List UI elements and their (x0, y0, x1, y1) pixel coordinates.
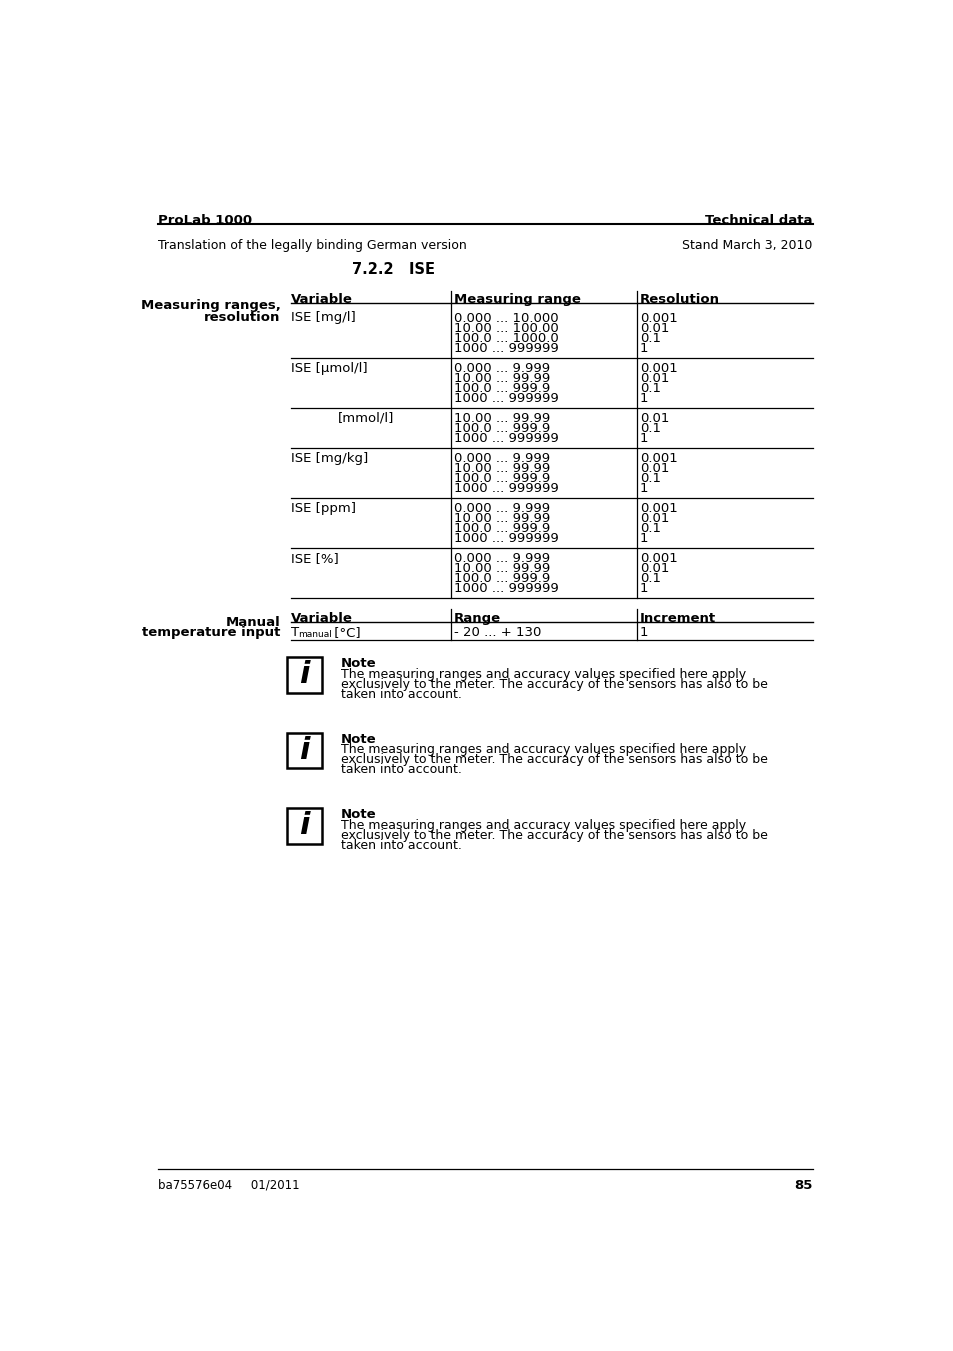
Text: The measuring ranges and accuracy values specified here apply: The measuring ranges and accuracy values… (340, 667, 745, 681)
Text: 10.00 ... 99.99: 10.00 ... 99.99 (454, 372, 550, 385)
Text: Note: Note (340, 808, 376, 821)
Text: [°C]: [°C] (330, 627, 360, 639)
Text: - 20 ... + 130: - 20 ... + 130 (454, 627, 541, 639)
Text: The measuring ranges and accuracy values specified here apply: The measuring ranges and accuracy values… (340, 743, 745, 757)
Text: 0.000 ... 10.000: 0.000 ... 10.000 (454, 312, 558, 324)
Text: 100.0 ... 999.9: 100.0 ... 999.9 (454, 422, 550, 435)
Text: 0.000 ... 9.999: 0.000 ... 9.999 (454, 362, 550, 374)
Text: 0.000 ... 9.999: 0.000 ... 9.999 (454, 451, 550, 465)
Bar (286, 808, 322, 843)
Text: 1000 ... 999999: 1000 ... 999999 (454, 431, 558, 444)
Text: exclusively to the meter. The accuracy of the sensors has also to be: exclusively to the meter. The accuracy o… (340, 754, 767, 766)
Text: 0.000 ... 9.999: 0.000 ... 9.999 (454, 551, 550, 565)
Text: Note: Note (340, 657, 376, 670)
Text: exclusively to the meter. The accuracy of the sensors has also to be: exclusively to the meter. The accuracy o… (340, 678, 767, 690)
Text: 0.1: 0.1 (639, 381, 660, 394)
Text: 100.0 ... 1000.0: 100.0 ... 1000.0 (454, 331, 558, 345)
Text: 0.000 ... 9.999: 0.000 ... 9.999 (454, 501, 550, 515)
Text: 10.00 ... 100.00: 10.00 ... 100.00 (454, 322, 558, 335)
Text: 1: 1 (639, 392, 648, 404)
Text: 1000 ... 999999: 1000 ... 999999 (454, 482, 558, 494)
Text: i: i (299, 736, 310, 765)
Text: taken into account.: taken into account. (340, 688, 461, 701)
Text: 0.01: 0.01 (639, 512, 669, 524)
Text: Measuring ranges,: Measuring ranges, (140, 299, 280, 312)
Text: 0.01: 0.01 (639, 322, 669, 335)
Text: Translation of the legally binding German version: Translation of the legally binding Germa… (158, 239, 466, 253)
Text: 10.00 ... 99.99: 10.00 ... 99.99 (454, 562, 550, 574)
Text: 0.01: 0.01 (639, 412, 669, 424)
Text: Technical data: Technical data (704, 215, 812, 227)
Text: Note: Note (340, 732, 376, 746)
Text: ISE [mg/kg]: ISE [mg/kg] (291, 451, 368, 465)
Text: ISE [mg/l]: ISE [mg/l] (291, 312, 355, 324)
Text: 0.001: 0.001 (639, 362, 677, 374)
Text: 100.0 ... 999.9: 100.0 ... 999.9 (454, 521, 550, 535)
Text: 0.1: 0.1 (639, 331, 660, 345)
Text: 10.00 ... 99.99: 10.00 ... 99.99 (454, 462, 550, 474)
Text: 1: 1 (639, 582, 648, 594)
Text: Manual: Manual (226, 616, 280, 628)
Text: 1000 ... 999999: 1000 ... 999999 (454, 342, 558, 354)
Text: resolution: resolution (204, 311, 280, 324)
Text: Increment: Increment (639, 612, 716, 624)
Text: 0.01: 0.01 (639, 372, 669, 385)
Text: 0.1: 0.1 (639, 521, 660, 535)
Text: 0.001: 0.001 (639, 501, 677, 515)
Text: exclusively to the meter. The accuracy of the sensors has also to be: exclusively to the meter. The accuracy o… (340, 830, 767, 842)
Bar (286, 657, 322, 693)
Text: T: T (291, 627, 299, 639)
Text: 10.00 ... 99.99: 10.00 ... 99.99 (454, 512, 550, 524)
Text: Measuring range: Measuring range (454, 293, 580, 307)
Text: 1: 1 (639, 532, 648, 544)
Text: [mmol/l]: [mmol/l] (337, 412, 394, 424)
Text: 100.0 ... 999.9: 100.0 ... 999.9 (454, 471, 550, 485)
Bar (286, 732, 322, 769)
Text: 0.01: 0.01 (639, 462, 669, 474)
Text: temperature input: temperature input (142, 627, 280, 639)
Text: 0.1: 0.1 (639, 471, 660, 485)
Text: taken into account.: taken into account. (340, 839, 461, 852)
Text: i: i (299, 661, 310, 689)
Text: 1: 1 (639, 342, 648, 354)
Text: Variable: Variable (291, 293, 353, 307)
Text: manual: manual (298, 630, 332, 639)
Text: ProLab 1000: ProLab 1000 (158, 215, 252, 227)
Text: 1: 1 (639, 482, 648, 494)
Text: ISE [μmol/l]: ISE [μmol/l] (291, 362, 368, 374)
Text: 0.1: 0.1 (639, 571, 660, 585)
Text: 85: 85 (794, 1178, 812, 1192)
Text: 100.0 ... 999.9: 100.0 ... 999.9 (454, 381, 550, 394)
Text: The measuring ranges and accuracy values specified here apply: The measuring ranges and accuracy values… (340, 819, 745, 832)
Text: Stand March 3, 2010: Stand March 3, 2010 (681, 239, 812, 253)
Text: 1: 1 (639, 431, 648, 444)
Text: ISE [ppm]: ISE [ppm] (291, 501, 355, 515)
Text: Resolution: Resolution (639, 293, 720, 307)
Text: Variable: Variable (291, 612, 353, 624)
Text: taken into account.: taken into account. (340, 763, 461, 777)
Text: 0.001: 0.001 (639, 451, 677, 465)
Text: 1: 1 (639, 627, 648, 639)
Text: 10.00 ... 99.99: 10.00 ... 99.99 (454, 412, 550, 424)
Text: 0.01: 0.01 (639, 562, 669, 574)
Text: 1000 ... 999999: 1000 ... 999999 (454, 582, 558, 594)
Text: ba75576e04     01/2011: ba75576e04 01/2011 (158, 1178, 299, 1192)
Text: 0.001: 0.001 (639, 312, 677, 324)
Text: 7.2.2   ISE: 7.2.2 ISE (352, 262, 435, 277)
Text: 1000 ... 999999: 1000 ... 999999 (454, 532, 558, 544)
Text: ISE [%]: ISE [%] (291, 551, 338, 565)
Text: 0.001: 0.001 (639, 551, 677, 565)
Text: Range: Range (454, 612, 500, 624)
Text: 1000 ... 999999: 1000 ... 999999 (454, 392, 558, 404)
Text: i: i (299, 812, 310, 840)
Text: 0.1: 0.1 (639, 422, 660, 435)
Text: 100.0 ... 999.9: 100.0 ... 999.9 (454, 571, 550, 585)
